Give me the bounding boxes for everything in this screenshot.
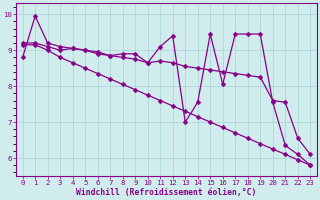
X-axis label: Windchill (Refroidissement éolien,°C): Windchill (Refroidissement éolien,°C) [76, 188, 257, 197]
